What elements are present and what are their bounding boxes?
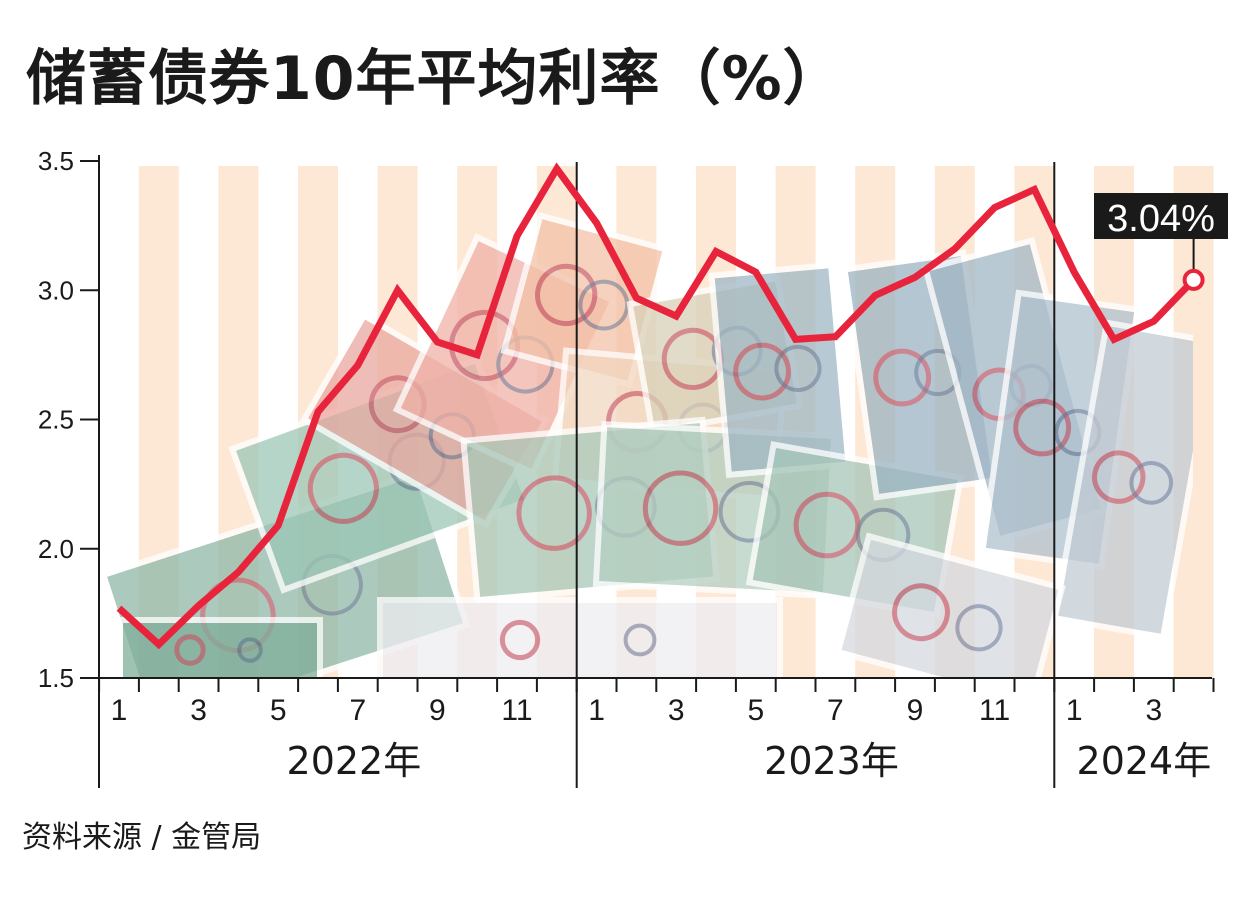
banknote: [117, 617, 323, 678]
banknote-ornament: [237, 637, 263, 663]
source-note: 资料来源 / 金管局: [22, 820, 262, 855]
x-tick-label: 1: [1066, 694, 1083, 727]
banknote-ornament: [449, 309, 521, 381]
x-tick-label: 3: [190, 694, 207, 727]
y-axis-ticks: 3.5 3.0 2.5 2.0 1.5: [38, 146, 99, 693]
x-tick-label: 7: [827, 694, 844, 727]
x-tick-label: 3: [668, 694, 685, 727]
chart-title: 储蓄债券10年平均利率（%）: [26, 44, 844, 114]
banknote-ornament: [733, 342, 791, 401]
banknote-background: [100, 211, 1193, 678]
series-line: [116, 162, 1197, 650]
x-tick-label: 5: [747, 694, 764, 727]
banknote-body: [117, 617, 323, 678]
banknote-ornament: [516, 475, 592, 551]
year-label: 2023年: [764, 739, 899, 783]
x-tick-label: 5: [270, 694, 287, 727]
x-tick-label: 1: [111, 694, 128, 727]
banknote-ornament: [892, 583, 950, 642]
year-labels: 2022年 2023年 2024年: [287, 739, 1212, 783]
x-tick-label: 11: [979, 694, 1010, 727]
banknote-ornament: [174, 634, 206, 666]
banknote-ornament: [1013, 398, 1072, 457]
last-point-marker: [1182, 268, 1205, 291]
x-tick-label: 11: [501, 694, 532, 727]
banknote-ornament: [774, 344, 822, 393]
banknote-ornament: [535, 263, 598, 327]
y-tick-label: 3.5: [38, 146, 74, 176]
y-tick-label: 2.0: [38, 534, 74, 564]
banknote-ornament: [793, 491, 861, 559]
x-tick-label: 9: [429, 694, 446, 727]
y-tick-label: 1.5: [38, 663, 74, 693]
banknote-ornament: [955, 604, 1003, 652]
x-tick-label: 7: [349, 694, 366, 727]
callout-label: 3.04%: [1107, 198, 1215, 240]
banknote-ornament: [642, 470, 719, 546]
banknote: [1051, 319, 1193, 641]
y-tick-label: 3.0: [38, 275, 74, 305]
callout-box: [1094, 193, 1228, 239]
banknote-body: [377, 597, 783, 678]
banknote-ornament: [578, 279, 630, 331]
x-tick-label: 3: [1145, 694, 1162, 727]
banknote-ornament: [1092, 450, 1146, 504]
x-tick-label: 9: [907, 694, 924, 727]
banknote-ornament: [623, 623, 657, 657]
banknote-ornament: [1129, 461, 1174, 505]
banknote-ornament: [307, 452, 379, 524]
banknote-ornament: [873, 348, 932, 407]
x-tick-label: 1: [588, 694, 605, 727]
year-label: 2024年: [1077, 739, 1212, 783]
y-tick-label: 2.5: [38, 405, 74, 435]
year-label: 2022年: [287, 739, 422, 783]
banknote: [377, 597, 783, 678]
annotation-layer: 3.04%: [1094, 193, 1228, 291]
series-layer: [116, 162, 1197, 650]
x-axis-ticks: 1 3 5 7 9 11 1 3 5 7 9 11 1 3: [98, 678, 1215, 727]
banknote-body: [1051, 319, 1193, 641]
banknote-ornament: [499, 619, 541, 661]
